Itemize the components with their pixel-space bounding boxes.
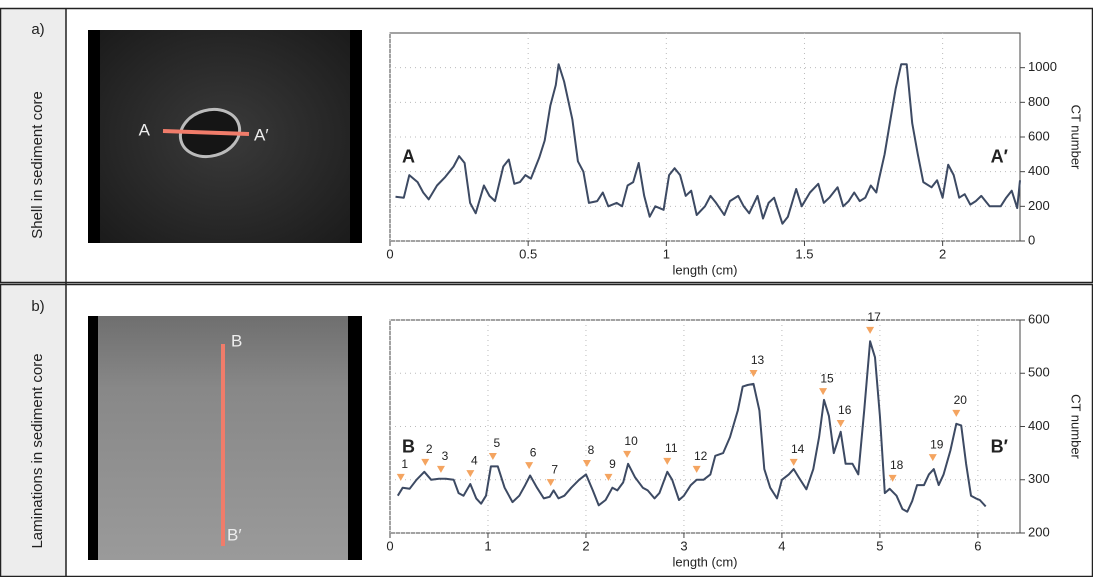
y-tick-label: 500	[1028, 365, 1050, 380]
image-label: A	[139, 120, 151, 139]
y-tick-label: 0	[1028, 232, 1035, 247]
peak-label: 17	[867, 310, 881, 324]
x-tick-label: 2	[939, 246, 946, 261]
y-tick-label: 400	[1028, 163, 1050, 178]
section-end: B′	[991, 437, 1008, 457]
peak-marker	[421, 458, 430, 466]
y-axis-label: CT number	[1069, 394, 1084, 459]
y-tick-label: 1000	[1028, 59, 1057, 74]
side-title: Laminations in sediment core	[29, 353, 46, 548]
peak-label: 13	[751, 353, 765, 367]
y-tick-label: 600	[1028, 128, 1050, 143]
side-column	[0, 8, 66, 577]
peak-marker	[525, 462, 534, 470]
peak-label: 14	[791, 442, 805, 456]
peak-label: 16	[838, 403, 852, 417]
section-start: A	[402, 147, 415, 167]
peak-marker	[789, 458, 798, 466]
peak-marker	[466, 470, 475, 478]
peak-marker	[836, 420, 845, 428]
peak-label: 5	[494, 436, 501, 450]
y-tick-label: 800	[1028, 94, 1050, 109]
x-tick-label: 4	[778, 538, 785, 553]
peak-label: 12	[694, 449, 708, 463]
y-tick-label: 600	[1028, 311, 1050, 326]
data-line	[395, 63, 1021, 225]
peak-marker	[952, 409, 961, 417]
x-tick-label: 3	[680, 538, 687, 553]
peak-label: 9	[609, 457, 616, 471]
side-title: Shell in sediment core	[29, 91, 46, 239]
peak-marker	[436, 465, 445, 473]
peak-marker	[488, 453, 497, 461]
peak-marker	[749, 369, 758, 377]
peak-marker	[692, 465, 701, 473]
section-end: A′	[991, 147, 1008, 167]
peak-label: 20	[954, 393, 968, 407]
peak-label: 15	[820, 371, 834, 385]
peak-label: 6	[530, 445, 537, 459]
x-tick-label: 1	[663, 246, 670, 261]
y-axis-label: CT number	[1069, 105, 1084, 170]
peak-label: 18	[890, 458, 904, 472]
x-axis-label: length (cm)	[672, 554, 737, 569]
peak-label: 3	[442, 449, 449, 463]
x-tick-label: 0.5	[519, 246, 537, 261]
peak-marker	[866, 326, 875, 334]
x-tick-label: 6	[974, 538, 981, 553]
x-axis-label: length (cm)	[672, 262, 737, 277]
x-tick-label: 1	[484, 538, 491, 553]
peak-label: 7	[551, 462, 558, 476]
y-tick-label: 200	[1028, 198, 1050, 213]
x-tick-label: 1.5	[795, 246, 813, 261]
peak-label: 19	[930, 437, 944, 451]
peak-label: 1	[401, 457, 408, 471]
peak-label: 10	[624, 434, 638, 448]
peak-label: 8	[588, 443, 595, 457]
x-tick-label: 0	[386, 538, 393, 553]
x-tick-label: 5	[876, 538, 883, 553]
peak-marker	[623, 450, 632, 458]
y-tick-label: 300	[1028, 471, 1050, 486]
section-start: B	[402, 437, 415, 457]
panel-label: b)	[31, 298, 44, 315]
peak-label: 4	[471, 453, 478, 467]
peak-label: 11	[665, 441, 678, 455]
peak-marker	[663, 457, 672, 465]
panel-label: a)	[31, 21, 44, 38]
section-line	[162, 129, 250, 136]
peak-marker	[582, 459, 591, 467]
y-tick-label: 200	[1028, 524, 1050, 539]
peak-marker	[888, 474, 897, 482]
peak-marker	[819, 388, 828, 396]
x-tick-label: 2	[582, 538, 589, 553]
data-line	[396, 340, 987, 513]
peak-marker	[928, 454, 937, 462]
x-tick-label: 0	[386, 246, 393, 261]
peak-marker	[546, 479, 555, 487]
peak-label: 2	[426, 442, 433, 456]
image-label: B′	[227, 525, 242, 544]
image-label: B	[231, 331, 242, 350]
image-label: A′	[254, 125, 269, 144]
peak-marker	[604, 473, 613, 481]
y-tick-label: 400	[1028, 418, 1050, 433]
peak-marker	[396, 473, 405, 481]
